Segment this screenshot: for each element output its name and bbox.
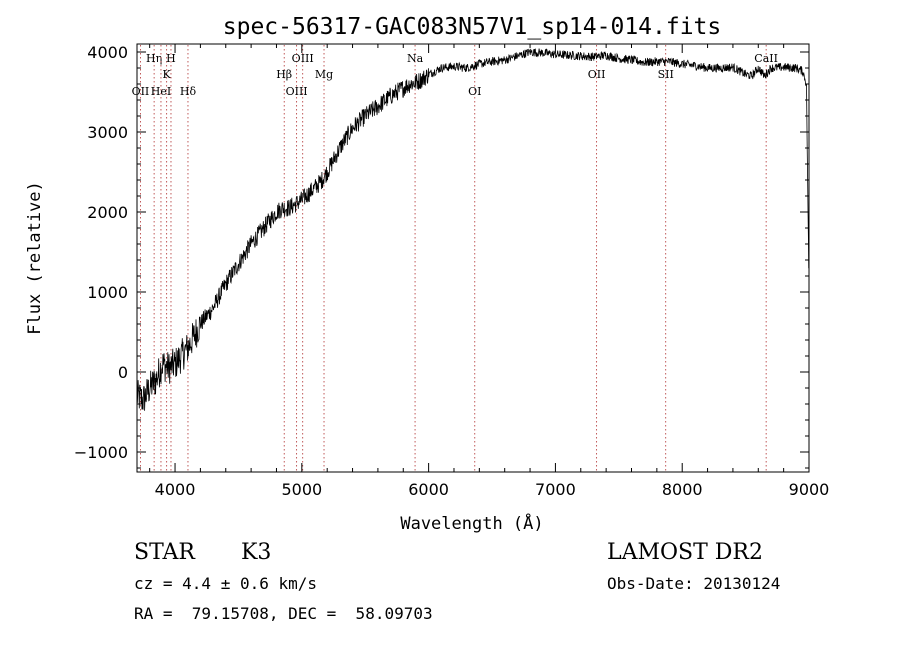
y-tick-label: 4000 — [87, 43, 128, 62]
line-label: OIII — [286, 85, 308, 98]
object-class: STAR — [134, 540, 195, 565]
x-tick-label: 6000 — [408, 480, 449, 499]
survey-name: LAMOST DR2 — [607, 540, 763, 565]
x-tick-label: 7000 — [535, 480, 576, 499]
line-label: OI — [468, 85, 481, 98]
y-axis-label: Flux (relative) — [25, 181, 45, 335]
y-tick-label: −1000 — [74, 443, 128, 462]
spectrum-line — [136, 48, 810, 411]
line-label: Mg — [315, 68, 333, 81]
x-tick-label: 4000 — [155, 480, 196, 499]
line-label: K — [163, 68, 172, 81]
line-label: OIII — [292, 52, 314, 65]
line-label: HeI — [151, 85, 171, 98]
axes: 4000 5000 6000 7000 8000 9000 −1000 0 1000 2000 30… — [74, 43, 829, 499]
chart-title: spec-56317-GAC083N57V1_sp14-014.fits — [223, 14, 722, 40]
line-label: OII — [588, 68, 606, 81]
y-tick-label: 3000 — [87, 123, 128, 142]
observation-date: Obs-Date: 20130124 — [607, 574, 781, 593]
line-label: Hβ — [276, 68, 292, 81]
line-label: CaII — [754, 52, 778, 65]
line-label: SII — [658, 68, 674, 81]
line-label: OII — [132, 85, 150, 98]
spectrum-series — [136, 48, 810, 411]
line-label: H — [166, 52, 176, 65]
plot-frame — [136, 43, 810, 473]
x-axis-label: Wavelength (Å) — [400, 512, 543, 534]
x-tick-label: 8000 — [662, 480, 703, 499]
coordinates: RA = 79.15708, DEC = 58.09703 — [134, 604, 433, 623]
redshift-value: cz = 4.4 ± 0.6 km/s — [134, 574, 318, 593]
object-subclass: K3 — [241, 540, 272, 565]
y-tick-label: 1000 — [87, 283, 128, 302]
x-tick-label: 5000 — [281, 480, 322, 499]
y-tick-label: 0 — [118, 363, 128, 382]
y-tick-label: 2000 — [87, 203, 128, 222]
line-label: Hδ — [180, 85, 197, 98]
line-label: Hη — [146, 52, 162, 65]
x-tick-label: 9000 — [789, 480, 830, 499]
line-label: Na — [407, 52, 424, 65]
